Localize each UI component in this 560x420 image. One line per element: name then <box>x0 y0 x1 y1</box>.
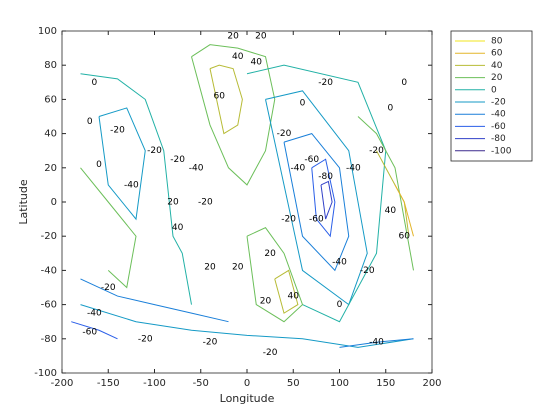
y-tick-label: 60 <box>44 94 57 105</box>
contour-label: -20 <box>360 266 375 276</box>
contour-label: -80 <box>318 172 333 182</box>
legend-label: 80 <box>491 37 503 47</box>
contour-label: 0 <box>300 98 306 108</box>
legend: 80 60 40 20 0 -20 -40 -60 -80 -100 <box>450 30 533 162</box>
y-axis-label: Latitude <box>17 179 30 225</box>
contour-label: 20 <box>227 32 239 42</box>
y-tick-label: 0 <box>51 197 57 208</box>
contour-line <box>80 278 229 323</box>
legend-label: -20 <box>491 98 506 108</box>
legend-label: 0 <box>491 85 497 95</box>
contour-line <box>394 184 414 237</box>
contour-label: -20 <box>203 338 218 348</box>
contour-label: 60 <box>214 91 226 101</box>
contour-label: -40 <box>124 180 139 190</box>
contour-label: -20 <box>170 155 185 165</box>
contour-label: -60 <box>304 155 319 165</box>
contour-label: 40 <box>288 292 300 302</box>
contour-line <box>246 227 304 323</box>
contour-label: -60 <box>309 215 324 225</box>
y-tick-label: 40 <box>44 129 57 140</box>
legend-label: -100 <box>491 146 512 156</box>
contour-label: -40 <box>87 309 102 319</box>
contour-label: 40 <box>172 223 184 233</box>
y-tick-label: -60 <box>41 300 57 311</box>
x-tick-label: 200 <box>422 378 441 389</box>
contour-label: 40 <box>232 52 244 62</box>
contour-label: 20 <box>204 262 216 272</box>
y-tick-label: 20 <box>44 163 57 174</box>
plot-frame <box>61 30 433 374</box>
legend-label: 40 <box>491 61 503 71</box>
contour-label: -20 <box>198 198 213 208</box>
contour-line <box>357 116 414 271</box>
contour-label: 20 <box>260 297 272 307</box>
contour-label: -40 <box>346 163 361 173</box>
x-tick-label: 0 <box>244 378 250 389</box>
contour-label: 0 <box>388 103 394 113</box>
contour-line <box>283 133 350 272</box>
contour-line <box>274 269 299 314</box>
contour-label: 20 <box>167 198 179 208</box>
contour-line <box>209 64 243 135</box>
contour-label: 40 <box>251 57 263 67</box>
contour-line <box>311 158 336 238</box>
contour-line <box>80 304 414 348</box>
x-tick-label: -200 <box>51 378 74 389</box>
contour-line <box>98 107 146 221</box>
contour-label: -20 <box>110 126 125 136</box>
x-axis-label: Longitude <box>220 392 275 405</box>
contour-label: -20 <box>101 283 116 293</box>
legend-label: 60 <box>491 49 503 59</box>
contour-label: -20 <box>138 334 153 344</box>
contour-label: 0 <box>92 78 98 88</box>
x-tick-label: 150 <box>376 378 395 389</box>
x-tick-label: 100 <box>330 378 349 389</box>
y-tick-label: 80 <box>44 60 57 71</box>
contour-label: -60 <box>82 327 97 337</box>
contour-line <box>80 167 137 289</box>
y-tick-label: 100 <box>38 26 57 37</box>
legend-label: -60 <box>491 122 506 132</box>
contour-label: 20 <box>232 262 244 272</box>
y-tick-label: -80 <box>41 334 57 345</box>
contour-label: -20 <box>147 146 162 156</box>
contour-line <box>71 321 118 340</box>
contour-label: 40 <box>385 206 397 216</box>
x-tick-label: 50 <box>287 378 300 389</box>
contour-line <box>320 180 333 220</box>
legend-label: 20 <box>491 73 503 83</box>
contour-line <box>339 338 414 348</box>
contour-label: 20 <box>264 249 276 259</box>
contour-label: -20 <box>277 129 292 139</box>
contour-label: -40 <box>369 338 384 348</box>
contour-line <box>265 90 368 306</box>
legend-label: -40 <box>491 110 506 120</box>
contour-label: -20 <box>263 348 278 358</box>
contour-label: -20 <box>369 146 384 156</box>
y-tick-label: -100 <box>34 368 57 379</box>
contour-line <box>80 73 192 305</box>
legend-label: -80 <box>491 134 506 144</box>
contour-label: 0 <box>87 117 93 127</box>
y-tick-label: -20 <box>41 231 57 242</box>
contour-label: 0 <box>401 78 407 88</box>
x-tick-label: -50 <box>193 378 209 389</box>
contour-label: -40 <box>332 257 347 267</box>
contour-line <box>246 64 387 323</box>
contour-label: -40 <box>189 163 204 173</box>
contour-label: -20 <box>281 215 296 225</box>
contour-label: 20 <box>255 32 267 42</box>
legend-box <box>450 30 533 162</box>
contour-label: -40 <box>291 163 306 173</box>
y-tick-label: -40 <box>41 265 57 276</box>
contour-label: 60 <box>399 232 411 242</box>
contour-label: 0 <box>337 300 343 310</box>
contour-line <box>191 44 276 186</box>
x-tick-label: -150 <box>97 378 120 389</box>
contour-label: -20 <box>318 78 333 88</box>
contour-label: 0 <box>96 160 102 170</box>
x-tick-label: -100 <box>143 378 166 389</box>
